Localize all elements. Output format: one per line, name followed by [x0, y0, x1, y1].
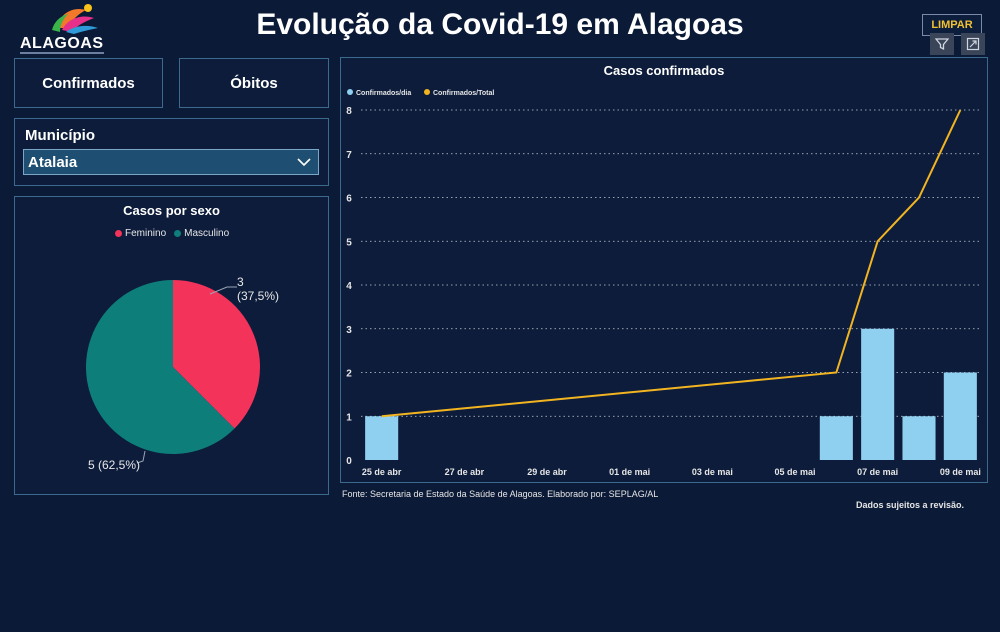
confirmed-cases-chart: Confirmados/dia Confirmados/Total 0 1 2 3 4 5 6 7… — [346, 89, 981, 477]
legend-label-feminino: Feminino — [125, 228, 167, 239]
y-tick-label: 6 — [346, 194, 352, 205]
cases-by-sex-panel: Casos por sexo Feminino Masculino 3 (37,… — [14, 196, 329, 495]
bar-confirmados-dia[interactable] — [902, 416, 936, 460]
legend-label-confirmados-dia: Confirmados/dia — [356, 90, 411, 97]
pie-leader-line-feminino — [209, 286, 237, 295]
x-tick-label: 05 de mai — [774, 467, 815, 477]
focus-mode-icon[interactable] — [961, 33, 985, 55]
y-tick-label: 4 — [346, 281, 352, 292]
x-tick-label: 09 de mai — [940, 467, 981, 477]
x-tick-label: 03 de mai — [692, 467, 733, 477]
bar-confirmados-dia[interactable] — [819, 416, 853, 460]
pie-slice-feminino[interactable] — [173, 280, 260, 429]
chart-legend: Confirmados/dia Confirmados/Total — [347, 89, 494, 97]
chevron-down-icon — [296, 154, 312, 174]
logo-underline — [20, 52, 104, 54]
y-tick-label: 8 — [346, 106, 352, 117]
x-tick-label: 25 de abr — [362, 467, 402, 477]
y-tick-label: 5 — [346, 237, 352, 248]
legend-dot-masculino — [174, 230, 182, 237]
pie-label-feminino: 3 (37,5%) — [237, 275, 279, 303]
legend-dot-feminino — [115, 230, 122, 237]
legend-label-confirmados-total: Confirmados/Total — [433, 90, 494, 97]
pie-label-feminino-value: 3 — [237, 275, 244, 289]
sex-chart-title: Casos por sexo — [123, 203, 220, 218]
x-tick-label: 07 de mai — [857, 467, 898, 477]
y-tick-label: 2 — [346, 369, 352, 380]
confirmed-button[interactable]: Confirmados — [14, 58, 163, 108]
bar-confirmados-dia[interactable] — [365, 416, 399, 460]
clear-filters-button[interactable]: LIMPAR — [922, 14, 982, 36]
page-title: Evolução da Covid-19 em Alagoas — [256, 8, 744, 41]
pie-label-masculino: 5 (62,5%) — [88, 458, 141, 472]
confirmed-cases-panel: Casos confirmados Confirmados/dia Confirm… — [340, 57, 988, 483]
x-tick-label: 27 de abr — [445, 467, 485, 477]
bar-confirmados-dia[interactable] — [943, 372, 977, 461]
legend-dot-confirmados-dia — [347, 89, 353, 95]
y-tick-label: 3 — [346, 325, 352, 336]
disclaimer-note: Dados sujeitos a revisão. — [856, 500, 965, 510]
logo-text: ALAGOAS — [20, 35, 104, 52]
municipality-selected-value: Atalaia — [28, 153, 78, 171]
y-tick-label: 1 — [346, 412, 352, 423]
y-tick-label: 0 — [346, 456, 352, 467]
legend-dot-confirmados-total — [424, 89, 430, 95]
municipality-label: Município — [25, 127, 95, 144]
sex-chart-legend: Feminino Masculino — [115, 228, 229, 239]
municipality-slicer: Município Atalaia — [14, 118, 329, 186]
logo-emblem-icon — [52, 4, 98, 34]
deaths-button[interactable]: Óbitos — [179, 58, 329, 108]
legend-item-masculino: Masculino — [174, 228, 229, 239]
municipality-dropdown[interactable]: Atalaia — [23, 149, 319, 175]
pie-label-feminino-pct: (37,5%) — [237, 289, 280, 303]
source-note: Fonte: Secretaria de Estado da Saúde de … — [342, 489, 659, 499]
sex-pie-chart — [86, 280, 260, 464]
pie-slice-masculino[interactable] — [86, 280, 235, 454]
legend-item-feminino: Feminino — [115, 228, 166, 239]
confirmed-chart-title: Casos confirmados — [603, 63, 725, 78]
filter-icon[interactable] — [930, 33, 954, 55]
alagoas-logo: ALAGOAS — [16, 2, 106, 54]
bar-confirmados-dia[interactable] — [861, 328, 895, 460]
x-tick-label: 29 de abr — [527, 467, 567, 477]
x-tick-label: 01 de mai — [609, 467, 650, 477]
legend-label-masculino: Masculino — [184, 228, 230, 239]
y-tick-label: 7 — [346, 150, 352, 161]
pie-leader-line-masculino — [136, 450, 146, 464]
line-confirmados-total[interactable] — [381, 109, 962, 418]
